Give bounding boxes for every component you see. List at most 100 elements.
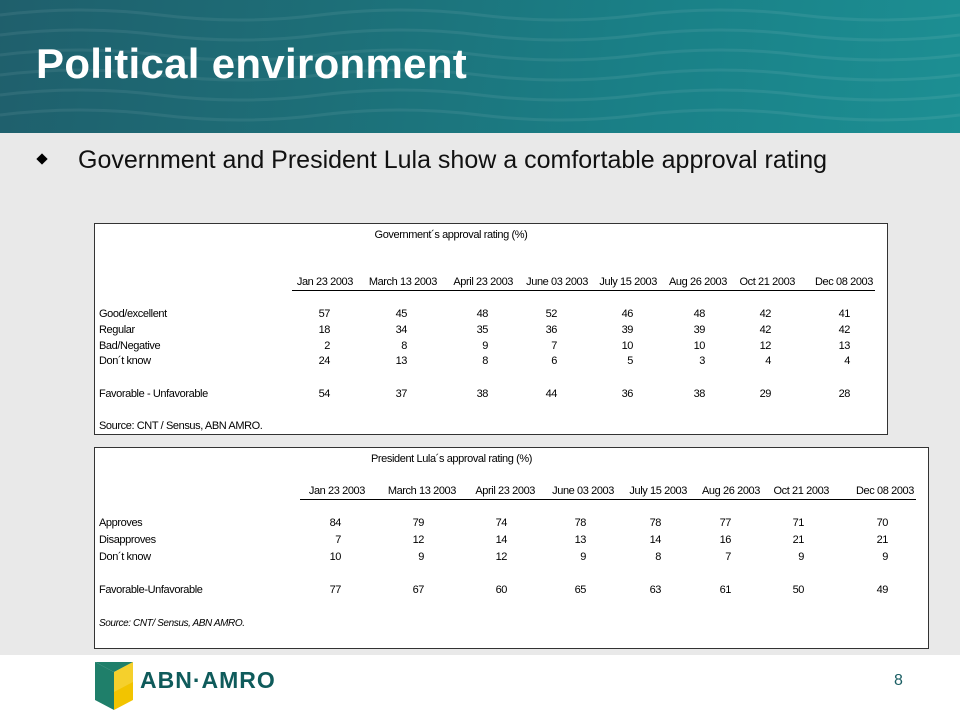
column-header: Jan 23 2003 <box>296 276 354 288</box>
cell: 7 <box>725 551 731 563</box>
cell: 9 <box>882 551 888 563</box>
cell: 61 <box>719 584 732 596</box>
column-header: Jan 23 2003 <box>308 485 366 497</box>
cell: 70 <box>876 517 889 529</box>
column-header: Dec 08 2003 <box>815 276 873 288</box>
abn-amro-shield-icon <box>95 662 133 710</box>
table-row: Don´t know 10 9 12 9 8 7 9 9 <box>95 551 928 565</box>
wave-pattern <box>0 8 960 122</box>
cell: 42 <box>759 324 772 336</box>
table-row: Good/excellent 57 45 48 52 46 48 42 41 <box>95 308 887 322</box>
row-label: Approves <box>99 517 143 529</box>
column-header: July 15 2003 <box>629 485 687 497</box>
cell: 84 <box>329 517 342 529</box>
cell: 8 <box>482 355 488 367</box>
row-label: Don´t know <box>99 551 151 563</box>
cell: 13 <box>838 340 851 352</box>
cell: 8 <box>655 551 661 563</box>
row-label: Bad/Negative <box>99 340 161 352</box>
cell: 39 <box>621 324 634 336</box>
cell: 28 <box>838 388 851 400</box>
cell: 52 <box>545 308 558 320</box>
cell: 77 <box>719 517 732 529</box>
cell: 77 <box>329 584 342 596</box>
table-title: President Lula´s approval rating (%) <box>370 453 533 465</box>
cell: 35 <box>476 324 489 336</box>
row-label: Good/excellent <box>99 308 167 320</box>
column-header: Aug 26 2003 <box>702 485 760 497</box>
cell: 48 <box>476 308 489 320</box>
cell: 10 <box>329 551 342 563</box>
table-row: Don´t know 24 13 8 6 5 3 4 4 <box>95 355 887 369</box>
cell: 10 <box>693 340 706 352</box>
column-header: Oct 21 2003 <box>739 276 795 288</box>
cell: 16 <box>719 534 732 546</box>
cell: 8 <box>401 340 407 352</box>
table-source: Source: CNT / Sensus, ABN AMRO. <box>99 420 263 432</box>
row-label: Favorable-Unfavorable <box>99 584 203 596</box>
table-title: Government´s approval rating (%) <box>374 229 528 241</box>
column-header: April 23 2003 <box>453 276 513 288</box>
cell: 78 <box>574 517 587 529</box>
cell: 29 <box>759 388 772 400</box>
table-row: Favorable - Unfavorable 54 37 38 44 36 3… <box>95 388 887 402</box>
cell: 45 <box>395 308 408 320</box>
cell: 9 <box>798 551 804 563</box>
row-label: Regular <box>99 324 135 336</box>
table-header-row: Jan 23 2003 March 13 2003 April 23 2003 … <box>95 276 887 290</box>
cell: 54 <box>318 388 331 400</box>
cell: 5 <box>627 355 633 367</box>
table-row: Approves 84 79 74 78 78 77 71 70 <box>95 517 928 531</box>
cell: 7 <box>335 534 341 546</box>
cell: 9 <box>418 551 424 563</box>
cell: 46 <box>621 308 634 320</box>
logo-text: ABN·AMRO <box>140 667 276 693</box>
row-label: Favorable - Unfavorable <box>99 388 208 400</box>
cell: 34 <box>395 324 408 336</box>
cell: 60 <box>495 584 508 596</box>
column-header: June 03 2003 <box>552 485 614 497</box>
cell: 65 <box>574 584 587 596</box>
cell: 9 <box>580 551 586 563</box>
slide-title: Political environment <box>36 40 468 87</box>
cell: 67 <box>412 584 425 596</box>
table-row: Regular 18 34 35 36 39 39 42 42 <box>95 324 887 338</box>
header-rule <box>300 499 916 500</box>
cell: 6 <box>551 355 557 367</box>
slide-header: Political environment <box>0 0 960 133</box>
cell: 49 <box>876 584 889 596</box>
cell: 12 <box>412 534 425 546</box>
row-label: Disapproves <box>99 534 156 546</box>
cell: 42 <box>838 324 851 336</box>
cell: 44 <box>545 388 558 400</box>
cell: 14 <box>649 534 662 546</box>
page-number: 8 <box>894 672 903 689</box>
cell: 2 <box>324 340 330 352</box>
cell: 79 <box>412 517 425 529</box>
cell: 71 <box>792 517 805 529</box>
bullet-text: Government and President Lula show a com… <box>78 146 828 174</box>
cell: 18 <box>318 324 331 336</box>
cell: 38 <box>476 388 489 400</box>
table-row: Disapproves 7 12 14 13 14 16 21 21 <box>95 534 928 548</box>
cell: 21 <box>792 534 805 546</box>
column-header: June 03 2003 <box>526 276 588 288</box>
table-header-row: Jan 23 2003 March 13 2003 April 23 2003 … <box>95 485 928 499</box>
cell: 12 <box>759 340 772 352</box>
column-header: July 15 2003 <box>599 276 657 288</box>
cell: 21 <box>876 534 889 546</box>
cell: 3 <box>699 355 705 367</box>
cell: 13 <box>574 534 587 546</box>
cell: 42 <box>759 308 772 320</box>
cell: 24 <box>318 355 331 367</box>
column-header: Oct 21 2003 <box>773 485 829 497</box>
column-header: Aug 26 2003 <box>669 276 727 288</box>
cell: 57 <box>318 308 331 320</box>
cell: 36 <box>621 388 634 400</box>
cell: 41 <box>838 308 851 320</box>
cell: 78 <box>649 517 662 529</box>
cell: 4 <box>765 355 771 367</box>
cell: 38 <box>693 388 706 400</box>
table-row: Favorable-Unfavorable 77 67 60 65 63 61 … <box>95 584 928 598</box>
table-row: Bad/Negative 2 8 9 7 10 10 12 13 <box>95 340 887 354</box>
